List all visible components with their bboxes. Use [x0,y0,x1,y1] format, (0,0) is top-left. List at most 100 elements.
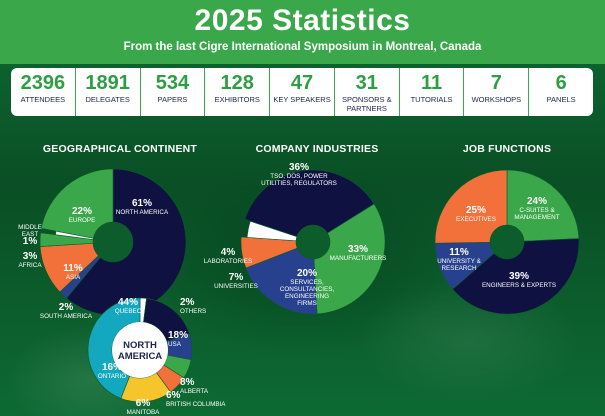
stat-label: KEY SPEAKERS [273,95,331,104]
label-company-industries-manufacturers-name: MANUFACTURERS [330,255,387,262]
industries-chart-title: COMPANY INDUSTRIES [255,143,379,155]
label-geographical-continent-north-america-name: NORTH AMERICA [116,209,169,216]
label-geographical-continent-middle-east-name: MIDDLE [18,224,42,231]
label-company-industries-services-consultancies-engineering-firms-name: FIRMS [297,300,317,307]
stat-attendees: 2396 ATTENDEES [11,68,76,116]
label-geographical-continent-africa-pct: 3% [23,251,38,262]
label-job-functions-engineers-experts-name: ENGINEERS & EXPERTS [482,282,556,289]
label-geographical-continent-south-america-pct: 2% [59,302,74,313]
industries-center-hole [296,225,330,259]
label-geographical-continent-asia-name: ASIA [66,274,81,281]
label-job-functions-university-research-name: UNIVERSITY & [437,258,481,265]
stat-value: 6 [555,72,567,94]
label-company-industries-laboratories-pct: 4% [221,247,236,258]
label-job-functions-university-research-name: RESEARCH [442,265,477,272]
jobs-chart-title: JOB FUNCTIONS [462,143,552,155]
label-job-functions-engineers-experts-pct: 39% [509,271,529,282]
geo-chart-title: GEOGRAPHICAL CONTINENT [42,143,198,155]
label-geographical-continent-europe-name: EUROPE [69,217,96,224]
label-geographical-continent-middle-east-name: EAST [22,231,39,238]
stat-tutorials: 11 TUTORIALS [400,68,465,116]
stat-exhibitors: 128 EXHIBITORS [205,68,271,116]
stat-value: 534 [155,72,190,94]
stat-label: EXHIBITORS [214,95,260,104]
stat-value: 47 [290,72,314,94]
stat-workshops: 7 WORKSHOPS [464,68,530,116]
label-north-america-alberta-name: ALBERTA [180,388,209,395]
stat-label: TUTORIALS [410,95,453,104]
stat-label: PAPERS [157,95,188,104]
label-company-industries-services-consultancies-engineering-firms-name: CONSULTANCIES, [280,286,335,293]
label-company-industries-services-consultancies-engineering-firms-name: ENGINEERING [285,293,329,300]
label-north-america-others-name: OTHERS [180,308,206,315]
jobs-pie [434,169,580,315]
label-job-functions-c-suites-management-pct: 24% [527,196,547,207]
label-company-industries-universities-pct: 7% [229,272,244,283]
stat-label: WORKSHOPS [471,95,522,104]
stat-value: 31 [355,72,378,94]
north-america-donut [87,297,193,403]
label-company-industries-laboratories-name: LABORATORIES [204,258,252,265]
label-north-america-quebec-name: QUEBEC [115,308,142,315]
stat-value: 128 [220,72,254,94]
stat-label: SPONSORS & PARTNERS [341,95,392,113]
label-geographical-continent-north-america-pct: 61% [132,198,152,209]
label-company-industries-services-consultancies-engineering-firms-name: SERVICES, [290,279,324,286]
stats-bar: 2396 ATTENDEES 1891 DELEGATES 534 PAPERS… [11,68,593,116]
na-title-line-2: AMERICA [118,351,162,362]
label-job-functions-c-suites-management-name: MANAGEMENT [514,214,559,221]
header-banner: 2025 Statistics From the last Cigre Inte… [0,0,605,64]
label-company-industries-universities-name: UNIVERSITIES [214,283,258,290]
na-title-line-1: NORTH [123,340,157,351]
label-north-america-alberta-pct: 8% [180,377,195,388]
stat-sponsors: 31 SPONSORS & PARTNERS [335,68,400,116]
label-company-industries-services-consultancies-engineering-firms-pct: 20% [297,268,317,279]
label-north-america-usa-pct: 18% [168,330,188,341]
label-north-america-quebec-pct: 44% [118,297,138,308]
stat-value: 11 [421,72,443,94]
industries-pie [240,169,386,315]
label-geographical-continent-south-america-name: SOUTH AMERICA [40,313,93,320]
label-north-america-usa-name: USA [168,341,182,348]
label-north-america-manitoba-pct: 6% [136,398,151,409]
label-job-functions-executives-pct: 25% [466,205,486,216]
stat-delegates: 1891 DELEGATES [76,68,141,116]
label-job-functions-c-suites-management-name: C-SUITES & [519,207,555,214]
label-geographical-continent-asia-pct: 11% [63,263,83,274]
chart-labels: 61%NORTH AMERICA22%EUROPE11%ASIA3%AFRICA… [18,162,560,416]
label-north-america-ontario-pct: 16% [102,362,122,373]
label-geographical-continent-europe-pct: 22% [72,206,92,217]
stat-panels: 6 PANELS [529,68,593,116]
label-geographical-continent-middle-east-pct: 1% [23,236,38,247]
geo-pie [39,168,187,316]
industries-slice-tso-dos-power-utilities-regulators [244,169,375,238]
jobs-slice-c-suites-management [506,169,580,242]
stat-label: PANELS [546,95,576,104]
label-company-industries-tso-dos-power-utilities-regulators-pct: 36% [289,162,309,173]
label-north-america-british-columbia-name: BRITISH COLUMBIA [166,401,226,408]
label-north-america-british-columbia-pct: 6% [166,390,181,401]
page-title: 2025 Statistics [194,4,411,37]
stat-key-speakers: 47 KEY SPEAKERS [270,68,335,116]
label-geographical-continent-africa-name: AFRICA [18,262,42,269]
stat-label: DELEGATES [85,95,130,104]
label-job-functions-executives-name: EXECUTIVES [456,216,496,223]
label-north-america-others-pct: 2% [180,297,195,308]
stat-value: 1891 [85,72,130,94]
label-company-industries-manufacturers-pct: 33% [348,244,368,255]
page-subtitle: From the last Cigre International Sympos… [123,41,482,53]
label-job-functions-university-research-pct: 11% [449,247,469,258]
stat-value: 7 [490,72,502,94]
geo-center-hole [93,222,133,262]
jobs-center-hole [490,225,524,259]
label-north-america-ontario-name: ONTARIO [98,373,126,380]
na-slice-quebec [87,297,141,399]
label-company-industries-tso-dos-power-utilities-regulators-name: TSO, DOS, POWER [270,173,328,180]
label-north-america-manitoba-name: MANITOBA [127,409,161,416]
stat-papers: 534 PAPERS [141,68,206,116]
na-center-disc [112,322,168,378]
stat-label: ATTENDEES [20,95,66,104]
label-company-industries-tso-dos-power-utilities-regulators-name: UTILITIES, REGULATORS [261,180,337,187]
stat-value: 2396 [20,72,66,94]
